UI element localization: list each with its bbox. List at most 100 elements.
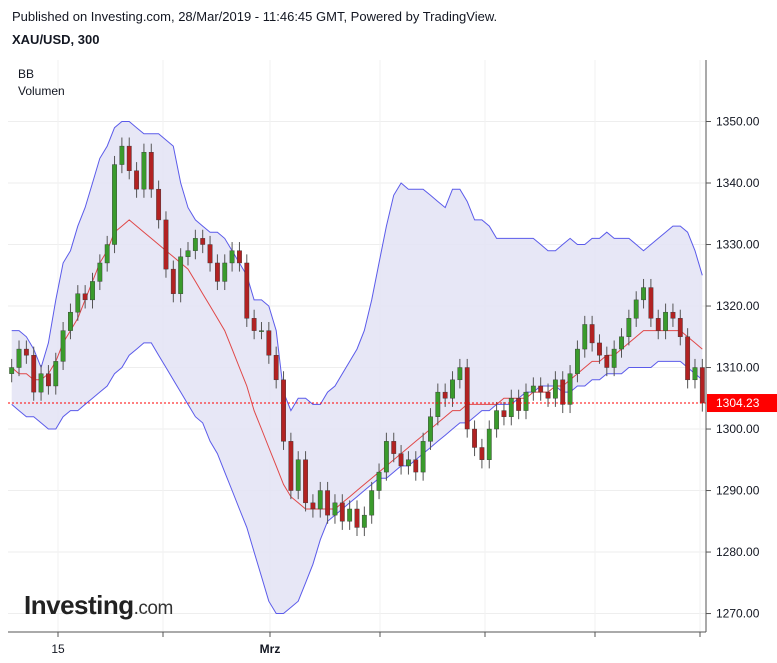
price-tick-label: 1290.00 — [716, 484, 760, 498]
price-tick-label: 1270.00 — [716, 607, 760, 621]
candle-up — [295, 459, 301, 491]
candle-up — [9, 367, 15, 374]
candle-up — [53, 361, 59, 387]
last-price-badge — [707, 394, 777, 413]
candle-down — [288, 441, 294, 491]
candle-up — [611, 348, 617, 368]
candle-up — [347, 508, 353, 522]
candle-down — [134, 170, 139, 190]
price-tick-label: 1350.00 — [716, 115, 760, 129]
investing-logo: Investing.com — [24, 590, 173, 621]
candle-down — [354, 508, 360, 528]
candle-up — [192, 238, 198, 251]
candle-up — [508, 398, 514, 417]
candle-up — [229, 250, 235, 264]
candle-up — [567, 373, 573, 405]
candle-down — [281, 379, 286, 442]
candle-down — [560, 379, 566, 405]
candle-down — [501, 410, 507, 417]
candle-up — [663, 311, 668, 331]
candle-up — [619, 336, 624, 350]
candle-up — [104, 244, 110, 264]
candle-up — [90, 281, 95, 301]
bollinger-band-fill — [11, 121, 703, 614]
candle-down — [31, 355, 37, 393]
candle-down — [244, 262, 250, 319]
time-tick-label: 15 — [51, 642, 65, 656]
candle-up — [376, 471, 382, 491]
candle-down — [413, 459, 419, 473]
candle-down — [266, 330, 272, 356]
indicator-volume-label[interactable]: Volumen — [18, 84, 65, 98]
candle-up — [435, 391, 441, 417]
candle-down — [126, 145, 132, 171]
candle-down — [214, 262, 220, 282]
candle-down — [538, 385, 544, 393]
candle-down — [442, 391, 448, 399]
published-caption: Published on Investing.com, 28/Mar/2019 … — [12, 9, 498, 24]
candle-up — [185, 250, 191, 258]
candle-down — [648, 287, 654, 319]
candle-up — [582, 324, 588, 350]
candle-up — [259, 330, 264, 332]
candle-up — [406, 459, 411, 467]
candle-up — [530, 385, 536, 393]
candle-up — [317, 490, 323, 510]
candle-up — [457, 367, 463, 381]
candle-up — [112, 164, 117, 245]
candle-down — [699, 367, 705, 404]
candle-down — [200, 238, 206, 245]
candle-down — [163, 219, 169, 270]
candle-down — [207, 244, 213, 264]
candle-up — [75, 293, 81, 313]
candle-up — [361, 514, 367, 528]
candle-down — [82, 293, 88, 301]
candle-up — [60, 330, 66, 362]
candle-up — [486, 428, 492, 460]
symbol-title: XAU/USD, 300 — [12, 32, 100, 47]
candle-down — [479, 447, 485, 460]
price-tick-label: 1300.00 — [716, 422, 760, 436]
candle-down — [325, 490, 331, 516]
candle-down — [273, 355, 279, 381]
candle-up — [552, 379, 558, 399]
candle-down — [237, 250, 242, 264]
logo-suffix: .com — [133, 598, 174, 619]
candle-down — [310, 502, 316, 510]
price-tick-label: 1320.00 — [716, 299, 760, 313]
bollinger-upper-line — [11, 121, 703, 412]
candle-down — [23, 348, 29, 356]
price-tick-label: 1330.00 — [716, 238, 760, 252]
candle-down — [516, 398, 522, 411]
candle-up — [178, 256, 184, 294]
candle-up — [633, 299, 639, 319]
candle-up — [575, 348, 580, 374]
candle-up — [119, 145, 125, 165]
candle-down — [148, 152, 154, 190]
candle-down — [670, 311, 676, 319]
candle-down — [597, 342, 602, 356]
candle-down — [677, 318, 683, 337]
candle-up — [626, 318, 632, 337]
indicator-bb-label[interactable]: BB — [18, 67, 35, 81]
candle-up — [383, 441, 389, 473]
time-tick-label: Mrz — [260, 642, 281, 656]
candle-up — [16, 348, 22, 368]
candle-up — [641, 287, 646, 301]
candle-up — [141, 152, 147, 190]
candle-down — [339, 502, 345, 522]
candle-up — [494, 410, 500, 430]
candle-up — [332, 502, 338, 516]
candle-up — [692, 367, 698, 381]
candle-up — [420, 441, 426, 473]
candle-up — [68, 311, 73, 331]
last-price-label: 1304.23 — [716, 396, 760, 410]
price-tick-label: 1340.00 — [716, 176, 760, 190]
candle-down — [589, 324, 595, 344]
candle-up — [428, 416, 433, 442]
candle-down — [156, 188, 162, 221]
candle-down — [398, 453, 404, 467]
candle-down — [251, 318, 257, 331]
candle-down — [464, 367, 470, 430]
